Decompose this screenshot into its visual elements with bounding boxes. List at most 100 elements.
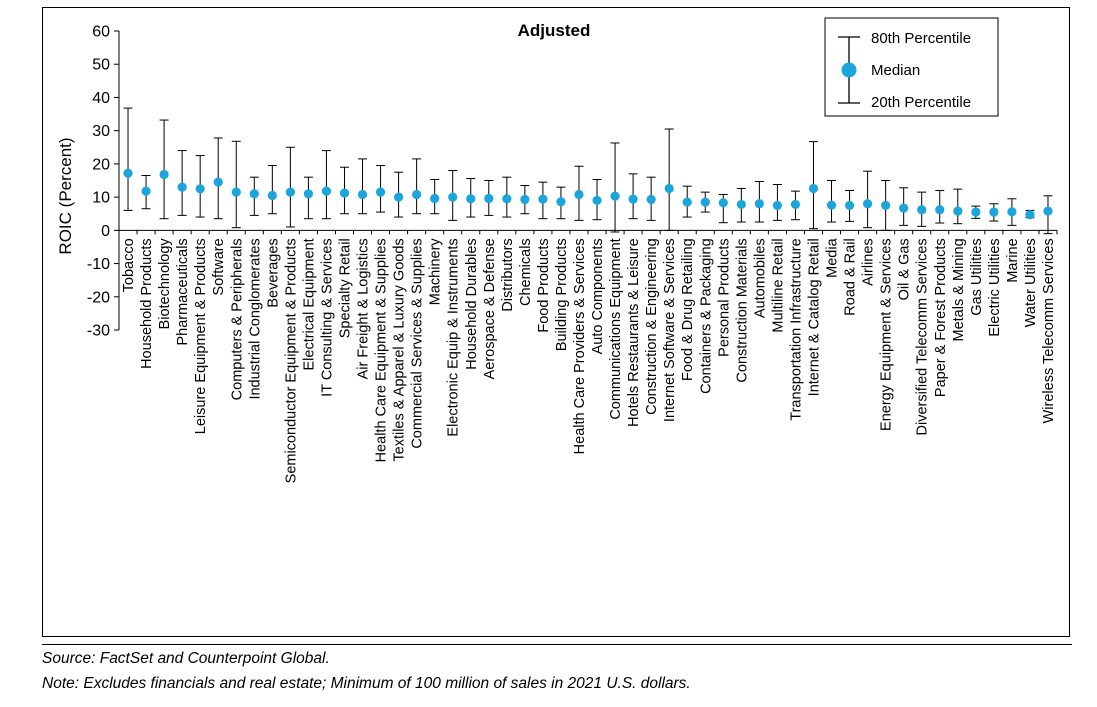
legend-median-label: Median [871,62,920,79]
median-point [899,203,909,213]
x-category-label: Industrial Conglomerates [247,238,263,399]
chart-title: Adjusted [518,21,591,40]
median-point [412,189,422,200]
legend-median-marker-icon [841,62,857,78]
y-tick-label: 20 [92,156,110,173]
median-point [448,192,458,202]
y-tick-label: 50 [92,57,110,74]
x-category-label: Construction Materials [734,238,750,382]
x-category-label: Specialty Retail [337,238,353,338]
x-category-label: Textiles & Apparel & Luxury Goods [392,238,408,461]
y-tick-label: 0 [101,223,110,240]
x-category-label: Internet & Catalog Retail [806,238,822,396]
legend-bottom-label: 20th Percentile [871,94,971,111]
footnote: Note: Excludes financials and real estat… [42,675,691,692]
median-point [628,194,638,204]
median-point [502,194,512,204]
x-category-label: Oil & Gas [897,238,913,300]
x-category-label: Food Products [536,238,552,332]
median-point [790,199,801,210]
x-category-label: Auto Components [590,238,606,354]
median-point [466,194,476,204]
median-point [754,199,764,209]
median-point [195,184,205,194]
x-category-label: Leisure Equipment & Products [193,238,209,434]
median-point [520,194,530,205]
median-point [917,205,927,215]
x-category-label: Diversified Telecomm Services [915,238,931,435]
median-point [574,189,584,200]
median-point [393,192,404,202]
median-point [249,189,259,199]
x-category-label: Health Care Providers & Services [572,238,588,454]
x-category-label: Electrical Equipment [301,238,317,370]
median-point [538,194,548,204]
median-point [1043,206,1053,216]
median-point [682,197,692,207]
median-point [321,186,332,196]
y-tick-label: 10 [92,190,110,207]
median-point [862,199,873,209]
median-point [267,190,277,201]
footer-divider [42,644,1072,645]
median-point [736,199,746,210]
x-category-label: Electronic Equip & Instruments [446,238,462,436]
median-point [808,183,819,194]
median-point [844,200,855,211]
x-category-label: Marine [1005,238,1021,282]
y-tick-label: -30 [87,323,110,340]
median-point [213,177,223,187]
x-category-label: Air Freight & Logistics [356,238,372,379]
median-point [430,193,440,204]
median-point [357,189,368,200]
x-category-label: Computers & Peripherals [229,238,245,400]
median-point [159,169,169,180]
x-category-label: Aerospace & Defense [482,238,498,379]
x-category-label: Gas Utilities [969,238,985,315]
median-point [375,187,386,197]
y-tick-label: 30 [92,123,110,140]
x-category-label: Distributors [500,238,516,311]
x-category-label: Media [825,237,841,277]
x-category-label: Communications Equipment [608,238,624,419]
x-category-label: Health Care Equipment & Supplies [374,238,390,462]
y-axis-label: ROIC (Percent) [56,137,75,254]
x-category-label: Paper & Forest Products [933,238,949,397]
x-category-label: Automobiles [752,238,768,318]
median-point [556,197,566,207]
x-category-label: Transportation Infrastructure [788,238,804,420]
median-point [718,198,728,208]
median-point [772,200,783,211]
median-point [881,200,891,211]
y-tick-label: 40 [92,90,110,107]
x-category-label: Tobacco [121,238,137,292]
y-tick-label: -20 [87,289,110,306]
x-category-label: Road & Rail [843,238,859,315]
x-category-label: Pharmaceuticals [175,238,191,345]
x-category-label: Food & Drug Retailing [680,238,696,381]
median-point [484,193,494,204]
median-point [123,168,133,178]
x-category-label: Personal Products [716,238,732,356]
median-point [610,191,620,201]
source-note: Source: FactSet and Counterpoint Global. [42,650,330,667]
median-point [664,183,674,194]
x-category-label: Chemicals [518,238,534,306]
x-category-label: Internet Software & Services [662,238,678,422]
x-category-label: Building Products [554,238,570,351]
x-category-label: Containers & Packaging [698,238,714,394]
median-point [953,206,963,216]
x-category-label: Airlines [861,238,877,286]
x-category-label: Multiline Retail [770,238,786,332]
x-category-label: Energy Equipment & Services [879,238,895,431]
median-point [989,207,999,217]
legend-top-label: 80th Percentile [871,30,971,47]
median-point [1025,210,1035,220]
median-point [971,207,981,217]
x-category-label: Water Utilities [1023,238,1039,327]
x-category-label: Biotechnology [157,238,173,330]
y-tick-label: -10 [87,256,110,273]
median-point [285,187,295,197]
x-category-label: Electric Utilities [987,238,1003,336]
